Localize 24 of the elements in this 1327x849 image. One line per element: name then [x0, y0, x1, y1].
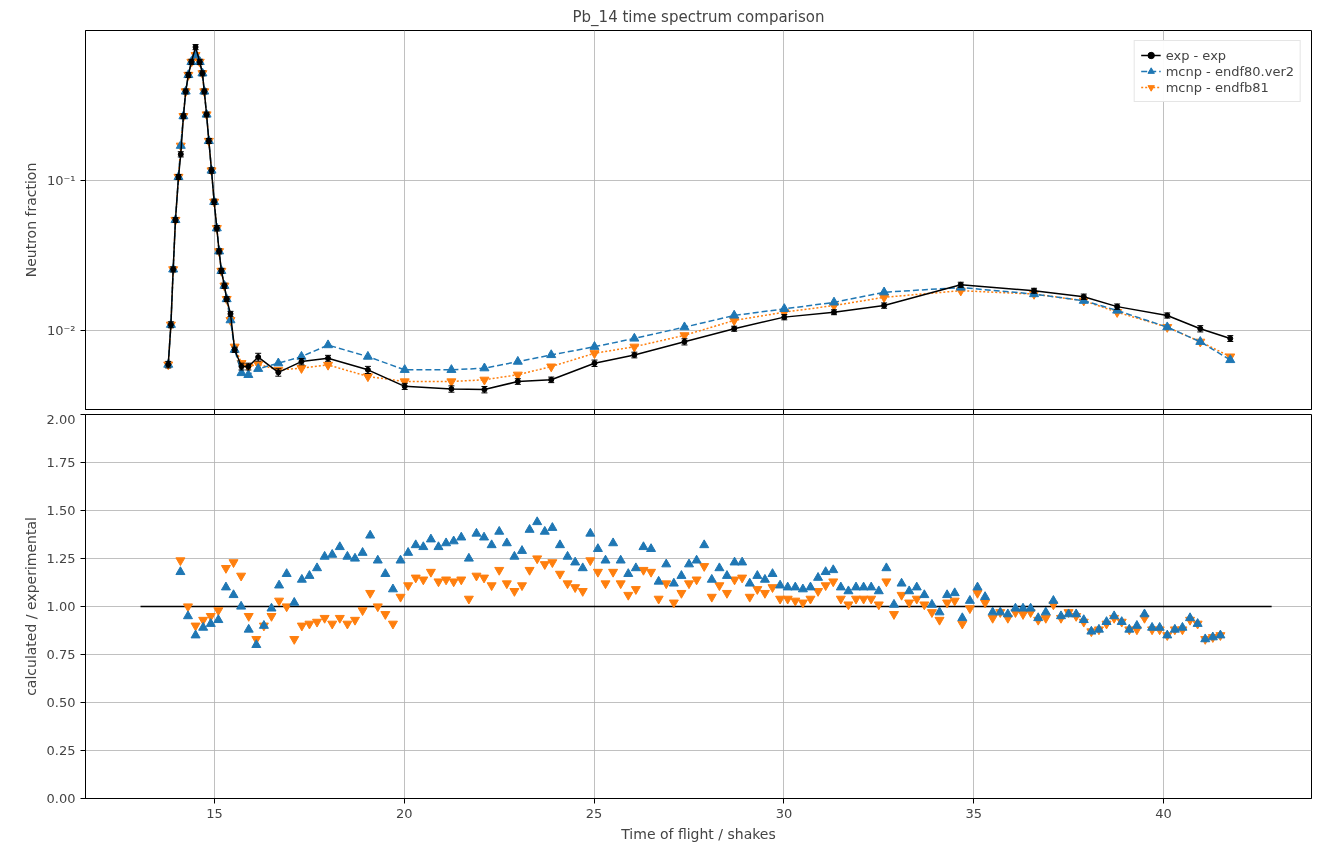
y-tick-label: 1.50	[46, 503, 76, 518]
x-tick-label: 25	[585, 805, 603, 821]
chart-title: Pb_14 time spectrum comparison	[572, 7, 825, 27]
y-tick-label: 0.00	[46, 791, 76, 806]
x-tick-label: 15	[206, 805, 223, 821]
legend-label: mcnp - endfb81	[1165, 79, 1269, 95]
y-axis-title: Neutron fraction	[22, 162, 39, 278]
y-tick-label: 0.50	[46, 695, 76, 710]
x-axis-title: Time of flight / shakes	[620, 825, 776, 842]
y-axis-title: calculated / experimental	[22, 517, 39, 696]
y-tick-label: 2.00	[46, 411, 76, 427]
y-tick-label: 1.00	[46, 599, 76, 614]
x-tick-label: 40	[1155, 805, 1172, 821]
x-tick-label: 30	[775, 805, 793, 821]
y-tick-label: 0.75	[46, 647, 76, 662]
y-tick-label: 10⁻¹	[46, 173, 76, 189]
y-tick-label: 0.25	[46, 743, 76, 758]
y-tick-label: 1.75	[46, 455, 76, 470]
legend-label: exp - exp	[1165, 47, 1227, 63]
x-tick-label: 35	[965, 805, 982, 821]
x-tick-label: 20	[396, 805, 413, 821]
legend-label: mcnp - endf80.ver2	[1165, 63, 1294, 79]
y-tick-label: 1.25	[46, 551, 76, 566]
y-tick-label: 10⁻²	[46, 323, 76, 339]
